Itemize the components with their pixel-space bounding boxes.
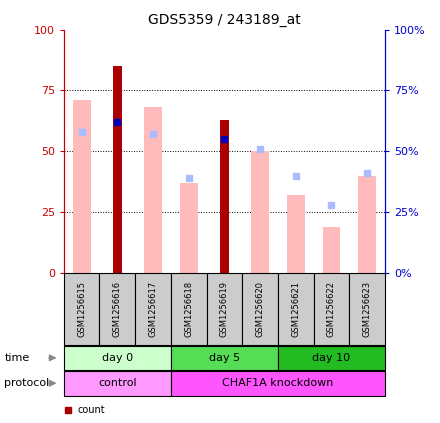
Text: GSM1256620: GSM1256620 <box>256 281 264 337</box>
Bar <box>314 273 349 345</box>
Text: GSM1256623: GSM1256623 <box>363 281 372 337</box>
Bar <box>171 371 385 396</box>
Bar <box>349 273 385 345</box>
Text: day 0: day 0 <box>102 353 133 363</box>
Text: control: control <box>98 378 137 388</box>
Bar <box>323 227 341 273</box>
Bar <box>73 100 91 273</box>
Bar <box>278 346 385 370</box>
Text: GSM1256621: GSM1256621 <box>291 281 300 337</box>
Bar <box>113 66 122 273</box>
Text: day 5: day 5 <box>209 353 240 363</box>
Text: CHAF1A knockdown: CHAF1A knockdown <box>222 378 334 388</box>
Bar <box>171 346 278 370</box>
Text: day 10: day 10 <box>312 353 351 363</box>
Text: GSM1256616: GSM1256616 <box>113 281 122 337</box>
Bar <box>180 183 198 273</box>
Text: time: time <box>4 353 29 363</box>
Bar <box>64 346 171 370</box>
Text: GSM1256617: GSM1256617 <box>149 281 158 337</box>
Bar <box>242 273 278 345</box>
Text: GSM1256622: GSM1256622 <box>327 281 336 337</box>
Bar <box>287 195 305 273</box>
Bar <box>171 273 206 345</box>
Bar <box>278 273 314 345</box>
Bar <box>64 371 171 396</box>
Text: GSM1256618: GSM1256618 <box>184 281 193 337</box>
Bar <box>358 176 376 273</box>
Text: count: count <box>77 405 105 415</box>
Text: GSM1256615: GSM1256615 <box>77 281 86 337</box>
Bar <box>220 120 229 273</box>
Text: GSM1256619: GSM1256619 <box>220 281 229 337</box>
Bar <box>251 151 269 273</box>
Text: protocol: protocol <box>4 378 50 388</box>
Title: GDS5359 / 243189_at: GDS5359 / 243189_at <box>148 13 301 27</box>
Bar <box>135 273 171 345</box>
Bar <box>99 273 135 345</box>
Bar <box>144 107 162 273</box>
Bar <box>206 273 242 345</box>
Bar <box>64 273 99 345</box>
